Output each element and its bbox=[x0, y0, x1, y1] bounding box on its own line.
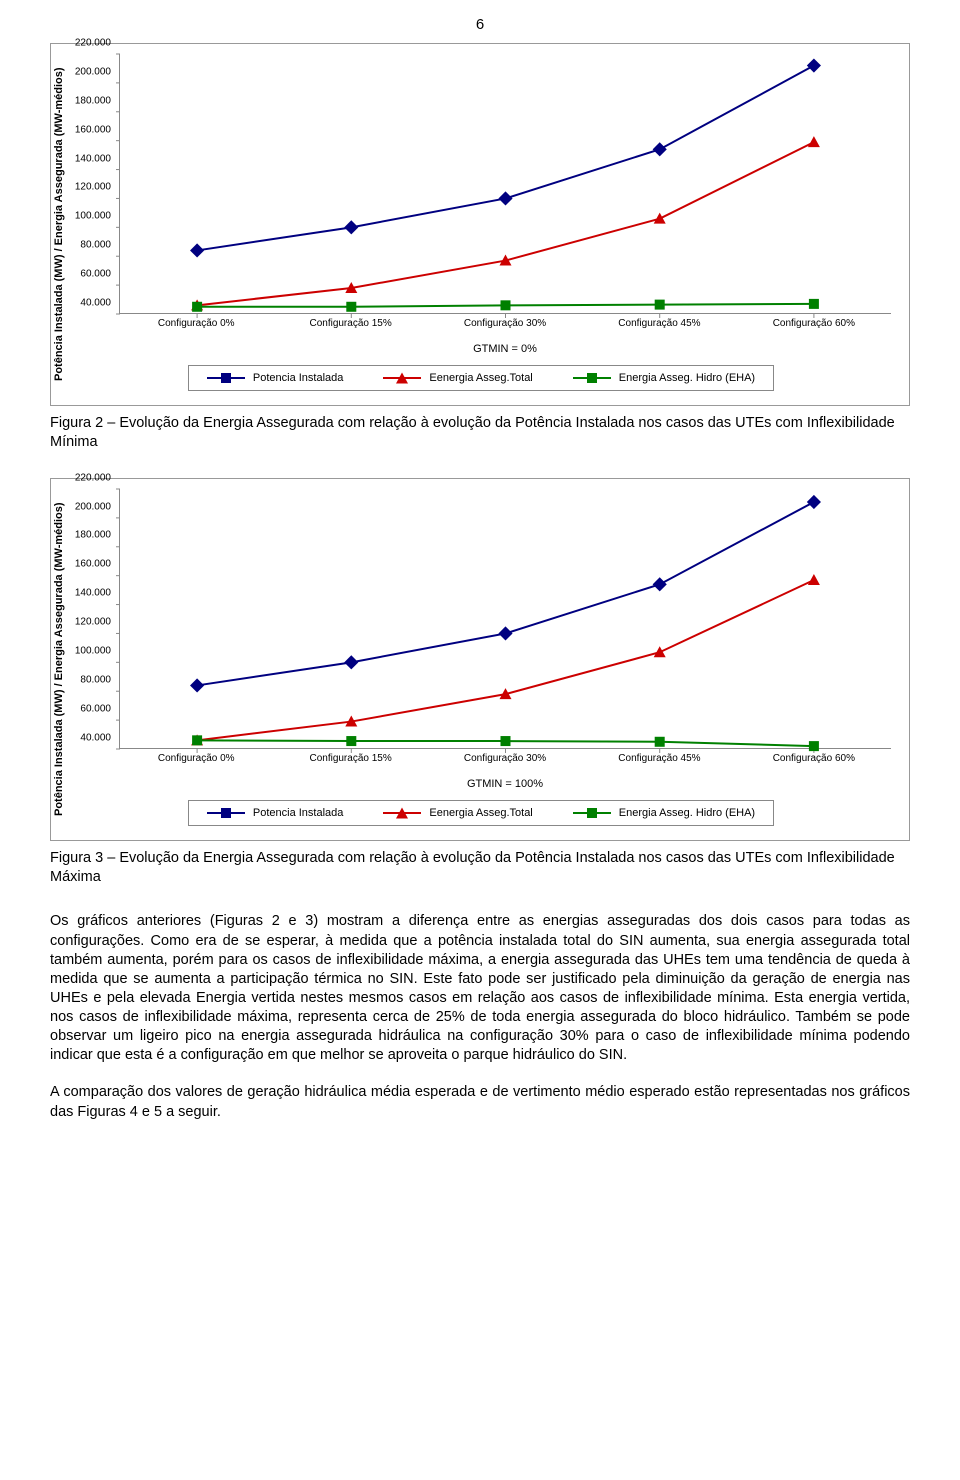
y-ticks: 40.000 60.000 80.000 100.000 120.000 140.000 1… bbox=[71, 54, 115, 314]
x-tick: Configuração 0% bbox=[119, 753, 273, 764]
y-tick: 60.000 bbox=[80, 269, 111, 280]
y-tick: 40.000 bbox=[80, 298, 111, 309]
legend-label: Eenergia Asseg.Total bbox=[429, 807, 532, 819]
y-tick: 200.000 bbox=[75, 66, 111, 77]
legend-item: Eenergia Asseg.Total bbox=[383, 372, 532, 384]
y-tick: 180.000 bbox=[75, 530, 111, 541]
legend-marker-icon bbox=[396, 373, 408, 384]
y-tick: 220.000 bbox=[75, 472, 111, 483]
figure-2-caption: Figura 2 – Evolução da Energia Assegurad… bbox=[50, 414, 910, 452]
legend-marker-icon bbox=[221, 808, 231, 818]
legend-label: Eenergia Asseg.Total bbox=[429, 372, 532, 384]
x-tick: Configuração 30% bbox=[428, 318, 582, 329]
y-tick: 220.000 bbox=[75, 38, 111, 49]
y-tick: 140.000 bbox=[75, 153, 111, 164]
paragraph-1: Os gráficos anteriores (Figuras 2 e 3) m… bbox=[50, 912, 910, 1065]
y-tick: 80.000 bbox=[80, 674, 111, 685]
chart-figure-3: Potência Instalada (MW) / Energia Assegu… bbox=[50, 478, 910, 841]
y-tick: 160.000 bbox=[75, 559, 111, 570]
legend: Potencia Instalada Eenergia Asseg.Total En… bbox=[188, 365, 774, 391]
chart-subtitle: GTMIN = 100% bbox=[119, 778, 891, 790]
chart-svg bbox=[120, 489, 891, 748]
legend-marker-icon bbox=[587, 373, 597, 383]
page-number: 6 bbox=[50, 16, 910, 33]
legend-label: Energia Asseg. Hidro (EHA) bbox=[619, 372, 755, 384]
chart-figure-2: Potência Instalada (MW) / Energia Assegu… bbox=[50, 43, 910, 406]
legend-marker-icon bbox=[396, 807, 408, 818]
x-tick: Configuração 15% bbox=[273, 318, 427, 329]
legend-marker-icon bbox=[221, 373, 231, 383]
legend-label: Energia Asseg. Hidro (EHA) bbox=[619, 807, 755, 819]
x-ticks: Configuração 0%Configuração 15%Configura… bbox=[119, 318, 891, 329]
legend-swatch bbox=[573, 377, 611, 379]
legend-swatch bbox=[207, 812, 245, 814]
x-ticks: Configuração 0%Configuração 15%Configura… bbox=[119, 753, 891, 764]
legend-marker-icon bbox=[587, 808, 597, 818]
x-tick: Configuração 60% bbox=[737, 318, 891, 329]
x-tick: Configuração 30% bbox=[428, 753, 582, 764]
y-ticks: 40.000 60.000 80.000 100.000 120.000 140.000 1… bbox=[71, 489, 115, 749]
y-tick: 60.000 bbox=[80, 703, 111, 714]
figure-3-caption: Figura 3 – Evolução da Energia Assegurad… bbox=[50, 849, 910, 887]
legend-swatch bbox=[573, 812, 611, 814]
chart-svg bbox=[120, 54, 891, 313]
y-tick: 80.000 bbox=[80, 240, 111, 251]
legend: Potencia Instalada Eenergia Asseg.Total En… bbox=[188, 800, 774, 826]
paragraph-2: A comparação dos valores de geração hidr… bbox=[50, 1083, 910, 1121]
legend-item: Eenergia Asseg.Total bbox=[383, 807, 532, 819]
legend-swatch bbox=[207, 377, 245, 379]
y-tick: 120.000 bbox=[75, 182, 111, 193]
y-tick: 40.000 bbox=[80, 732, 111, 743]
x-tick: Configuração 60% bbox=[737, 753, 891, 764]
x-tick: Configuração 45% bbox=[582, 753, 736, 764]
y-axis-label: Potência Instalada (MW) / Energia Assegu… bbox=[51, 54, 71, 395]
y-tick: 120.000 bbox=[75, 617, 111, 628]
y-axis-label: Potência Instalada (MW) / Energia Assegu… bbox=[51, 489, 71, 830]
y-tick: 100.000 bbox=[75, 211, 111, 222]
y-tick: 160.000 bbox=[75, 124, 111, 135]
legend-item: Energia Asseg. Hidro (EHA) bbox=[573, 372, 755, 384]
legend-label: Potencia Instalada bbox=[253, 807, 344, 819]
y-tick: 200.000 bbox=[75, 501, 111, 512]
y-tick: 180.000 bbox=[75, 95, 111, 106]
x-tick: Configuração 45% bbox=[582, 318, 736, 329]
y-tick: 100.000 bbox=[75, 646, 111, 657]
x-tick: Configuração 15% bbox=[273, 753, 427, 764]
y-tick: 140.000 bbox=[75, 588, 111, 599]
legend-item: Energia Asseg. Hidro (EHA) bbox=[573, 807, 755, 819]
plot-area bbox=[119, 489, 891, 749]
legend-item: Potencia Instalada bbox=[207, 372, 344, 384]
x-tick: Configuração 0% bbox=[119, 318, 273, 329]
legend-label: Potencia Instalada bbox=[253, 372, 344, 384]
chart-subtitle: GTMIN = 0% bbox=[119, 343, 891, 355]
legend-item: Potencia Instalada bbox=[207, 807, 344, 819]
legend-swatch bbox=[383, 377, 421, 379]
plot-area bbox=[119, 54, 891, 314]
legend-swatch bbox=[383, 812, 421, 814]
